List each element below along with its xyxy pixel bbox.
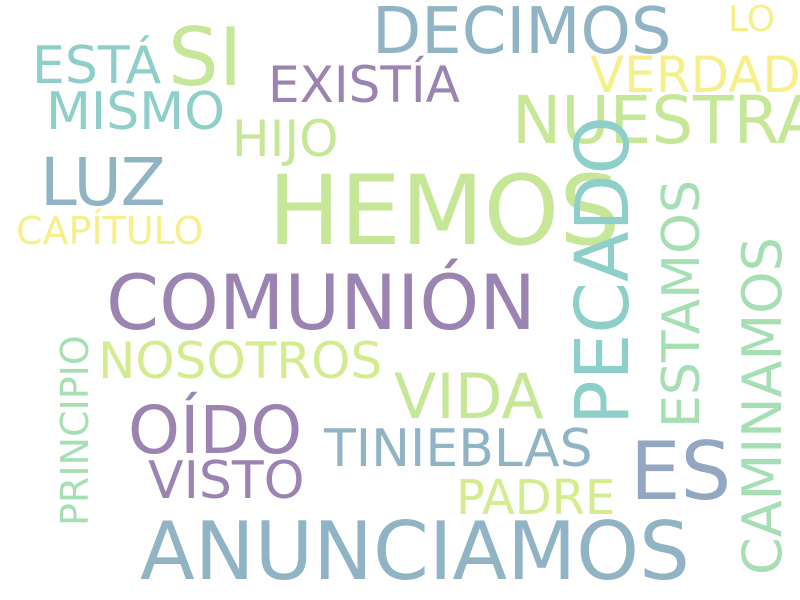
word-principio: PRINCIPIO bbox=[53, 335, 97, 526]
word-hijo: HIJO bbox=[232, 110, 339, 168]
word-verdad: VERDAD bbox=[590, 46, 800, 104]
word-caminamos: CAMINAMOS bbox=[731, 237, 794, 575]
word-capitulo: CAPÍTULO bbox=[16, 209, 204, 253]
word-luz: LUZ bbox=[40, 144, 166, 221]
word-tinieblas: TINIEBLAS bbox=[324, 419, 593, 479]
word-lo: LO bbox=[728, 0, 776, 40]
word-es: ES bbox=[630, 425, 732, 518]
word-padre: PADRE bbox=[456, 470, 616, 526]
word-nosotros: NOSOTROS bbox=[98, 332, 383, 390]
word-nuestra: NUESTRA bbox=[512, 82, 800, 159]
word-pecado: PECADO bbox=[560, 116, 646, 425]
word-mismo: MISMO bbox=[46, 82, 226, 142]
word-anunciamos: ANUNCIAMOS bbox=[140, 505, 690, 598]
word-visto: VISTO bbox=[148, 451, 305, 511]
word-vida: VIDA bbox=[394, 360, 544, 433]
word-decimos: DECIMOS bbox=[372, 0, 672, 69]
word-esta: ESTÁ bbox=[32, 36, 162, 96]
word-hemos: HEMOS bbox=[268, 155, 621, 267]
word-existia: EXISTÍA bbox=[268, 56, 460, 114]
word-si: SI bbox=[168, 11, 243, 104]
word-oido: OÍDO bbox=[128, 392, 303, 469]
word-estamos: ESTAMOS bbox=[652, 180, 712, 428]
word-comunion: COMUNIÓN bbox=[106, 258, 537, 347]
